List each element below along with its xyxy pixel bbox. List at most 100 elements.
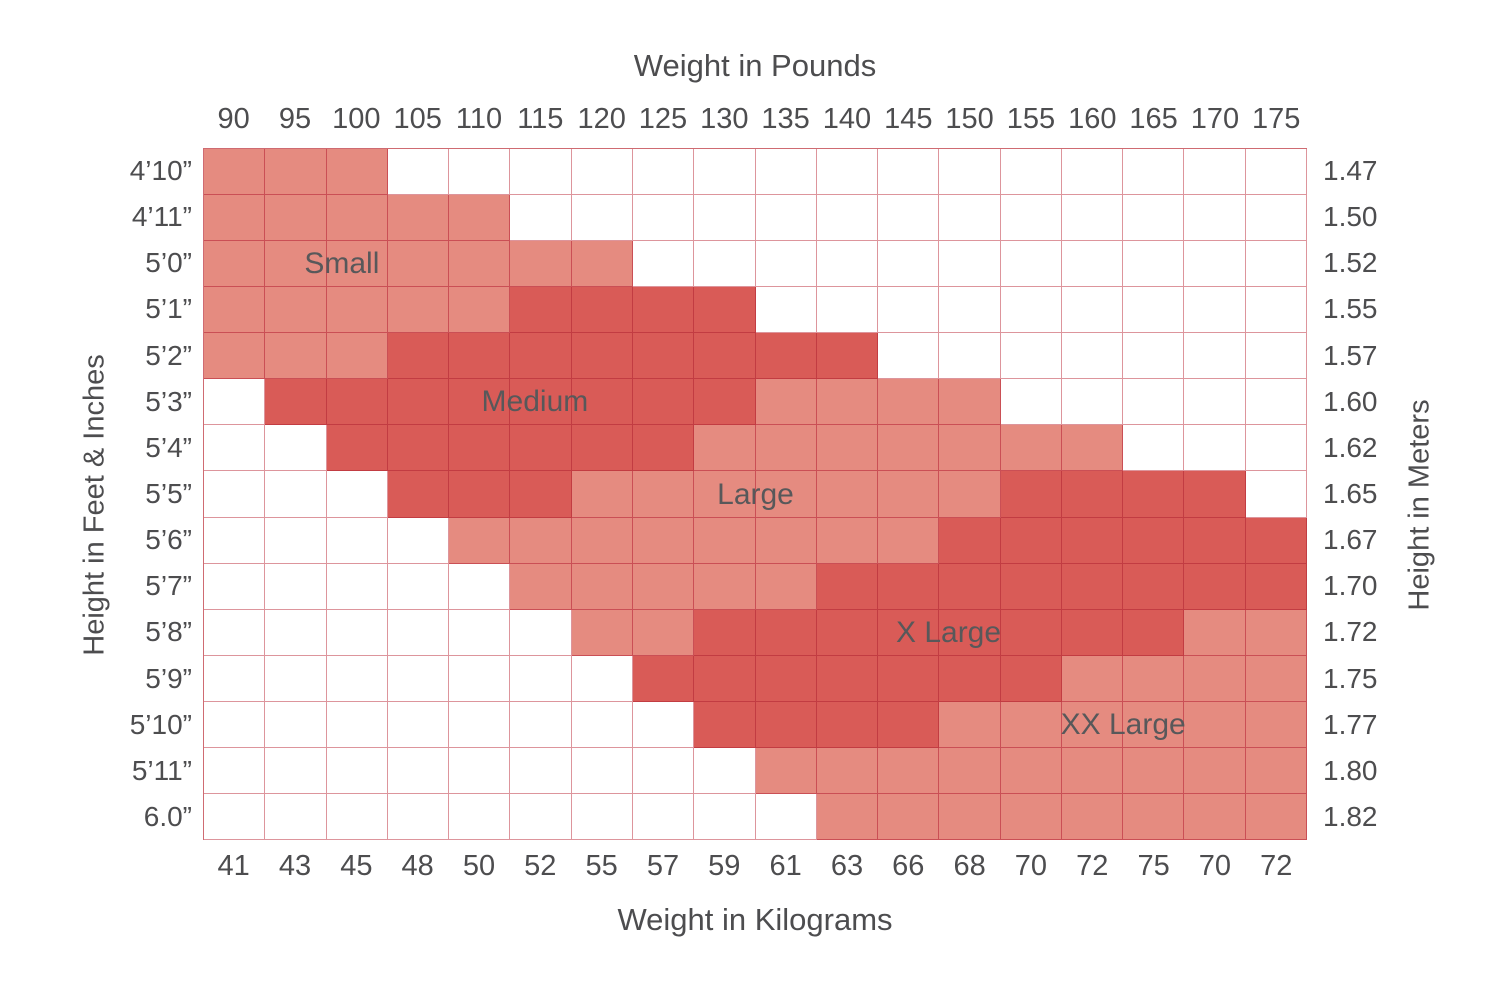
kilograms-tick-label: 45 xyxy=(340,850,373,882)
grid-cell xyxy=(510,195,572,242)
grid-cell xyxy=(265,241,327,288)
grid-cell xyxy=(387,149,450,196)
grid-cell xyxy=(1184,379,1246,426)
kilograms-tick-label: 55 xyxy=(585,850,618,882)
grid-cell xyxy=(632,149,695,196)
grid-cell xyxy=(571,149,633,196)
grid-cell xyxy=(571,195,633,242)
grid-cell xyxy=(1245,701,1307,748)
pounds-tick-label: 125 xyxy=(638,103,688,135)
grid-cell xyxy=(1184,333,1246,380)
grid-cell xyxy=(449,379,511,426)
grid-cell xyxy=(571,701,633,748)
grid-cell xyxy=(510,517,572,564)
grid-cell xyxy=(326,471,388,518)
grid-cell xyxy=(1184,655,1246,702)
grid-cell xyxy=(632,333,695,380)
size-region-label-small: Small xyxy=(304,247,380,281)
grid-cell xyxy=(816,241,879,288)
feet-inches-tick-label: 4’11” xyxy=(131,201,192,233)
grid-cell xyxy=(878,471,940,518)
size-grid: Small Medium Large X Large XX Large xyxy=(203,148,1307,840)
grid-cell xyxy=(939,747,1001,794)
grid-cell xyxy=(1245,333,1307,380)
meters-tick-label: 1.70 xyxy=(1323,570,1378,602)
grid-cell xyxy=(326,701,388,748)
grid-cell xyxy=(816,149,879,196)
grid-cell xyxy=(1123,793,1185,840)
grid-cell xyxy=(449,609,511,656)
grid-cell xyxy=(326,379,388,426)
meters-tick-label: 1.82 xyxy=(1323,801,1378,833)
grid-cell xyxy=(510,333,572,380)
grid-cell xyxy=(1123,517,1185,564)
grid-cell xyxy=(571,471,633,518)
grid-cell xyxy=(816,379,879,426)
grid-cell xyxy=(204,655,266,702)
feet-inches-tick-label: 5’11” xyxy=(131,754,192,786)
axis-title-weight-kilograms: Weight in Kilograms xyxy=(617,902,893,937)
kilograms-tick-label: 48 xyxy=(401,850,434,882)
grid-cell xyxy=(1245,563,1307,610)
grid-cell xyxy=(571,655,633,702)
grid-cell xyxy=(632,701,695,748)
meters-tick-label: 1.67 xyxy=(1323,524,1378,556)
grid-cell xyxy=(204,793,266,840)
grid-cell xyxy=(878,425,940,472)
grid-cell xyxy=(387,471,450,518)
feet-inches-tick-label: 4’10” xyxy=(129,155,192,187)
meters-tick-label: 1.77 xyxy=(1323,708,1378,740)
grid-cell xyxy=(816,609,879,656)
pounds-tick-label: 160 xyxy=(1068,103,1117,135)
grid-cell xyxy=(1000,471,1062,518)
grid-cell xyxy=(816,563,879,610)
grid-cell xyxy=(1245,379,1307,426)
grid-cell xyxy=(816,425,879,472)
grid-cell xyxy=(939,425,1001,472)
kilograms-tick-label: 61 xyxy=(769,850,802,882)
grid-cell xyxy=(632,287,695,334)
grid-cell xyxy=(510,793,572,840)
pounds-tick-label: 140 xyxy=(822,103,872,135)
grid-cell xyxy=(939,333,1001,380)
grid-cell xyxy=(1123,471,1185,518)
grid-cell xyxy=(326,609,388,656)
grid-cell xyxy=(204,333,266,380)
grid-cell xyxy=(755,563,817,610)
grid-cell xyxy=(265,609,327,656)
grid-cell xyxy=(449,425,511,472)
grid-cell xyxy=(1061,333,1124,380)
grid-cell xyxy=(265,701,327,748)
feet-inches-tick-column: 4’10” 4’11” 5’0” 5’1” 5’2” 5’3” 5’4” 5’5” 5’6” 5’… xyxy=(40,148,192,840)
grid-cell xyxy=(326,563,388,610)
grid-cell xyxy=(632,563,695,610)
meters-tick-label: 1.75 xyxy=(1323,662,1378,694)
grid-cell xyxy=(755,149,817,196)
grid-cell xyxy=(1000,149,1062,196)
kilograms-tick-label: 59 xyxy=(708,850,741,882)
grid-cell xyxy=(1123,747,1185,794)
pounds-tick-label: 175 xyxy=(1252,103,1301,135)
grid-cell xyxy=(571,333,633,380)
grid-cell xyxy=(265,425,327,472)
grid-cell xyxy=(449,195,511,242)
grid-cell xyxy=(449,333,511,380)
grid-cell xyxy=(510,471,572,518)
feet-inches-tick-label: 5’5” xyxy=(145,478,192,510)
pounds-tick-label: 95 xyxy=(278,103,312,135)
grid-cell xyxy=(1061,609,1124,656)
grid-cell xyxy=(326,425,388,472)
grid-cell xyxy=(816,793,879,840)
feet-inches-tick-label: 5’0” xyxy=(145,247,192,279)
grid-cell xyxy=(1061,747,1124,794)
grid-cell xyxy=(816,471,879,518)
kilograms-tick-label: 57 xyxy=(646,850,680,882)
grid-cell xyxy=(939,701,1001,748)
meters-tick-label: 1.55 xyxy=(1323,293,1378,325)
feet-inches-tick-label: 5’3” xyxy=(145,385,192,417)
grid-cell xyxy=(571,287,633,334)
grid-cell xyxy=(755,195,817,242)
grid-cell xyxy=(1123,333,1185,380)
size-region-label-medium: Medium xyxy=(481,385,589,419)
grid-cell xyxy=(1184,287,1246,334)
